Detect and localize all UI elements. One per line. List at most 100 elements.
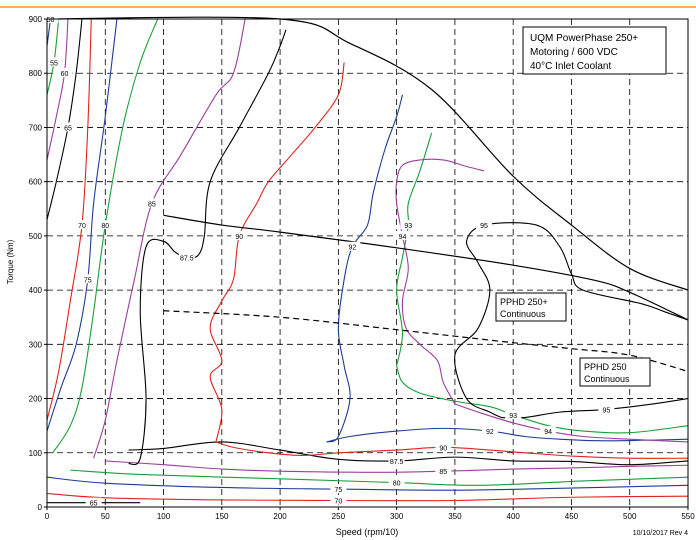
curve-label: 75 [334,487,342,494]
legend-pphd-250-line2: Continuous [584,374,630,384]
curve-label: 60 [61,71,69,78]
curve-label: 94 [544,429,552,436]
x-tick-label: 450 [565,512,579,521]
curve-label: 85 [148,201,156,208]
legend-pphd-250-line1: PPHD 250 [584,362,627,372]
grid-lines [47,19,688,507]
continuous-lines [46,16,689,373]
plot-frame [46,18,689,508]
curve-label-bg [435,442,452,452]
curve-label-bg [231,230,248,240]
header-rule [0,6,696,8]
curve-label: 80 [393,481,401,488]
curve-label: 65 [90,501,98,508]
curve-label-bg [330,484,347,494]
efficiency-contour-85 [93,18,246,459]
x-tick-label: 500 [623,512,637,521]
y-tick-label: 200 [29,395,43,404]
efficiency-contour-90 [215,441,689,459]
curve-label-bg [400,220,417,230]
curve-label: 90 [235,234,243,241]
curve-label: 70 [334,498,342,505]
y-tick-label: 800 [29,69,43,78]
curve-label: 87.5 [390,459,404,466]
y-tick-label: 900 [29,15,43,24]
efficiency-contour-93 [396,132,433,367]
y-tick-label: 300 [29,340,43,349]
efficiency-contour-65 [46,18,83,220]
curve-label-bg [598,404,615,414]
peak-torque-envelope [46,16,689,291]
axes: 0 50 100 150 200 250 300 350 400 450 500 550 0 100 200… [29,15,696,521]
efficiency-contour-75 [46,18,118,432]
curve-label-bg [388,455,405,465]
y-axis-label: Torque (Nm) [6,239,15,284]
curve-label: 80 [101,223,109,230]
curve-label-bg [540,426,557,436]
x-tick-label: 100 [157,512,171,521]
legend-pphd-250: PPHD 250 Continuous [579,357,651,387]
info-line-2: Motoring / 600 VDC [530,47,618,58]
curve-label-bg [330,495,347,505]
y-tick-label: 400 [29,286,43,295]
efficiency-contour-87-5 [128,29,287,466]
curve-label: 92 [348,245,356,252]
efficiency-contour-93 [396,365,689,434]
legend-pphd-250plus: PPHD 250+ Continuous [495,292,567,322]
curve-label: 95 [480,223,488,230]
info-line-3: 40°C Inlet Coolant [530,61,611,72]
efficiency-contour-95 [454,222,689,419]
info-box: UQM PowerPhase 250+ Motoring / 600 VDC 4… [522,26,667,75]
x-tick-label: 250 [332,512,346,521]
efficiency-contour-87-5 [128,441,689,466]
curve-label: 87.5 [180,256,194,263]
curve-label-bg [97,220,114,230]
curve-label: 94 [399,234,407,241]
x-tick-label: 400 [507,512,521,521]
curve-label-bg [435,466,452,476]
x-tick-label: 0 [45,512,50,521]
y-tick-label: 0 [38,503,43,512]
legend-pphd-250plus-line1: PPHD 250+ [500,297,548,307]
efficiency-contour-94 [395,158,485,405]
curve-label-bg [45,57,62,67]
x-axis-label: Speed (rpm/10) [336,527,399,537]
curve-label-bg [481,426,498,436]
x-tick-label: 300 [390,512,404,521]
y-tick-label: 600 [29,178,43,187]
curve-label: 70 [78,223,86,230]
efficiency-curves [46,18,689,504]
curve-label-bg [59,122,76,132]
efficiency-contour-70 [46,18,92,421]
curve-label: 93 [509,413,517,420]
curve-label-bg [178,252,195,262]
curve-label-bg [388,477,405,487]
curve-label: 55 [50,60,58,67]
x-tick-label: 350 [448,512,462,521]
efficiency-contour-70 [46,492,689,502]
curve-label: 75 [84,277,92,284]
x-tick-label: 150 [215,512,229,521]
curve-label-bg [56,68,73,78]
efficiency-contour-85 [105,460,689,473]
x-tick-label: 50 [101,512,110,521]
legend-pphd-250plus-line2: Continuous [500,309,546,319]
curve-label-bg [73,220,90,230]
curve-label-bg [85,497,102,507]
y-tick-label: 100 [29,449,43,458]
curve-label: 85 [439,469,447,476]
curve-label: 65 [64,125,72,132]
curve-label: 92 [486,429,494,436]
efficiency-contour-50 [46,18,52,47]
efficiency-contour-95 [501,398,689,419]
curve-label: 50 [47,17,55,24]
curve-label: 90 [439,445,447,452]
curve-label-bg [143,198,160,208]
efficiency-contour-75 [46,476,689,491]
info-line-1: UQM PowerPhase 250+ [530,33,638,44]
y-tick-label: 500 [29,232,43,241]
curve-label-bg [394,230,411,240]
curve-label: 95 [603,407,611,414]
